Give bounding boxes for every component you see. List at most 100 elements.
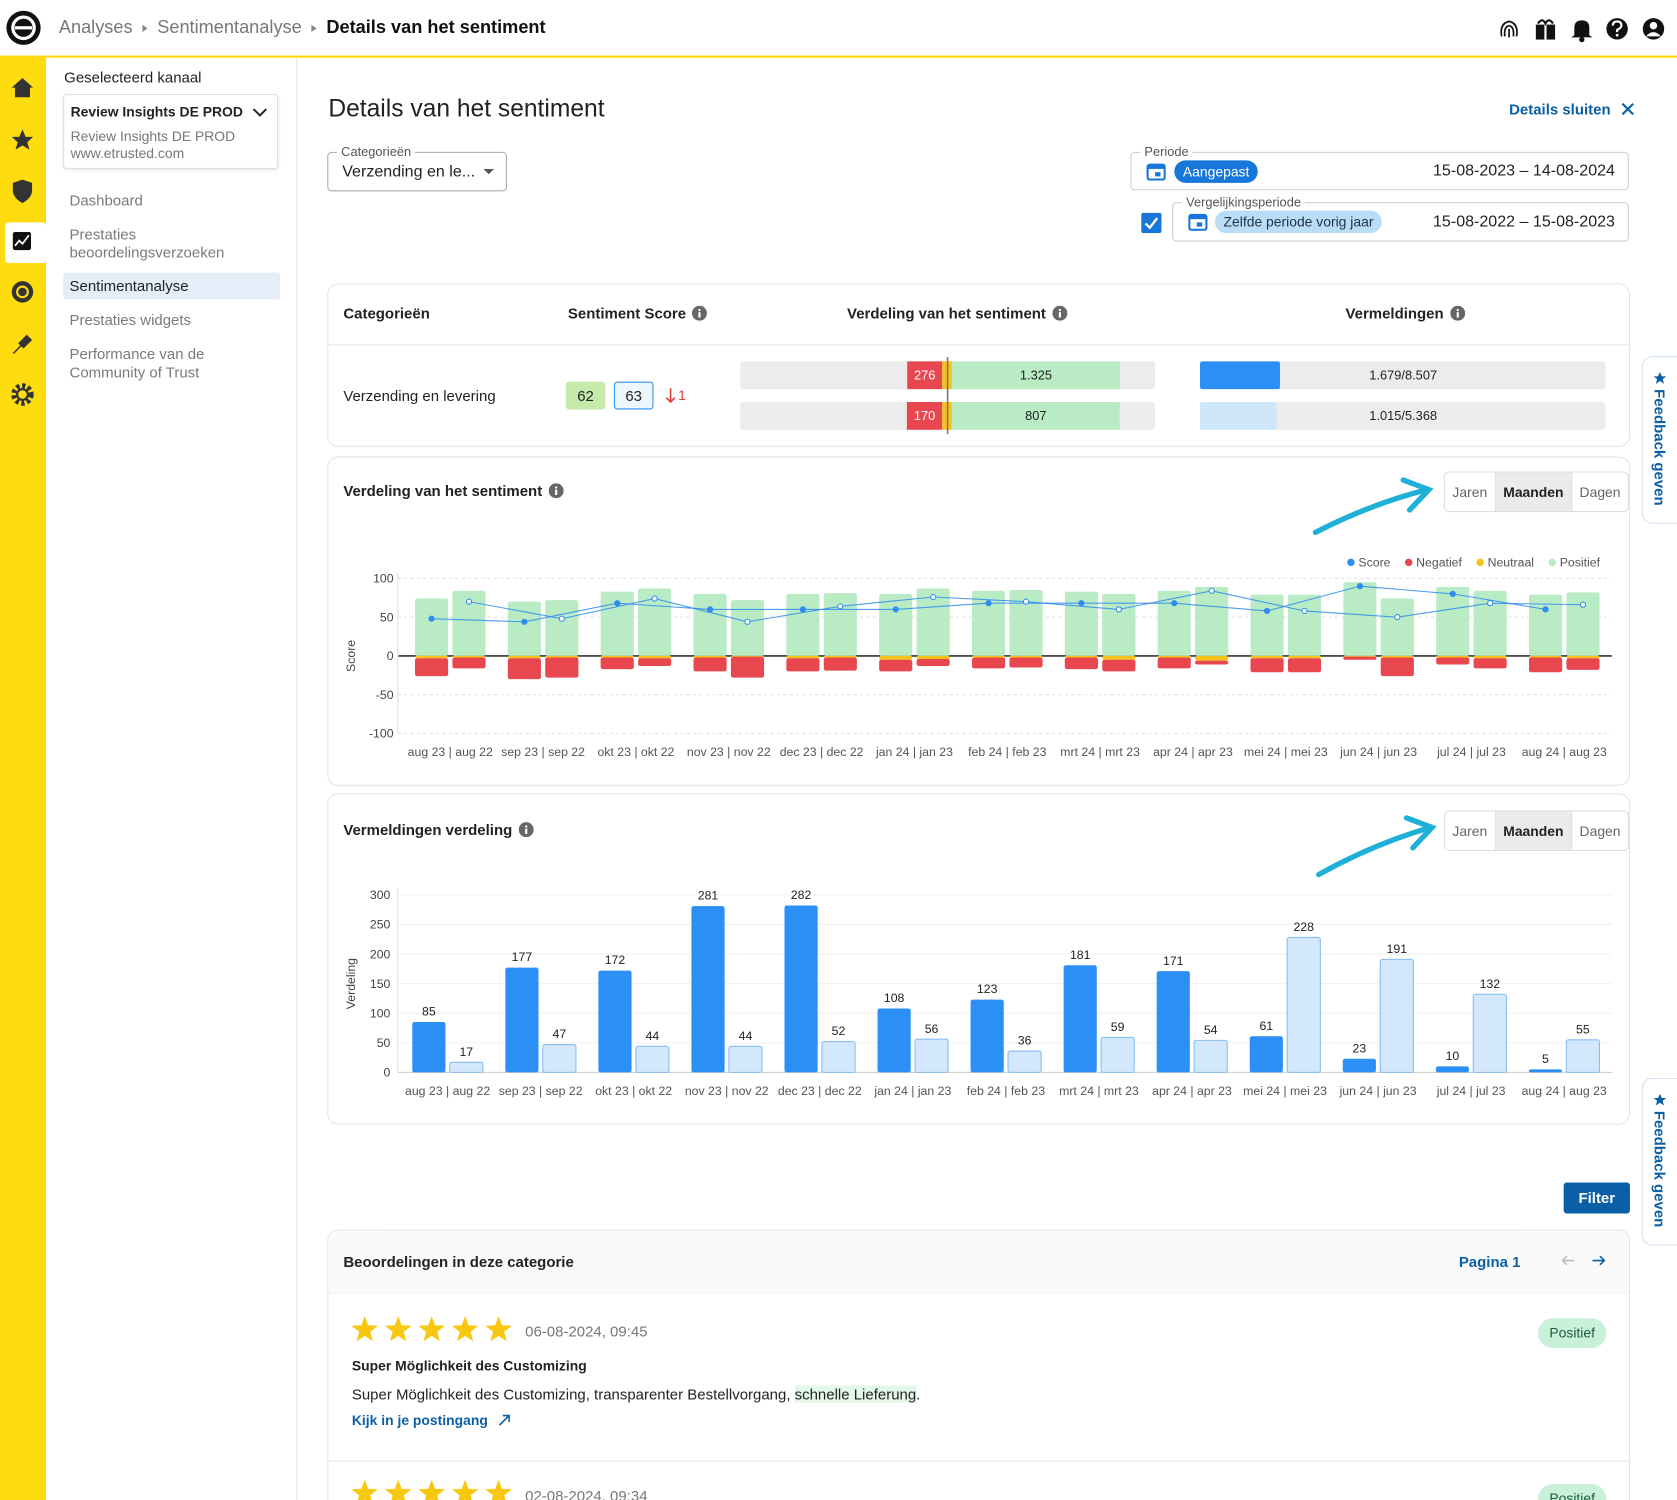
- sentiment-badge: Positief: [1537, 1318, 1607, 1349]
- page-title: Details van het sentiment: [328, 94, 605, 122]
- toggle-option[interactable]: Maanden: [1494, 811, 1571, 850]
- category-select[interactable]: Categorieën Verzending en le...: [327, 144, 507, 192]
- period-range: 15-08-2023 – 14-08-2024: [1433, 161, 1615, 180]
- chart-title: Verdeling van het sentiment: [343, 482, 564, 500]
- info-icon[interactable]: [548, 483, 564, 499]
- comparison-score-chip: 63: [613, 381, 654, 410]
- reviews-card: [327, 1229, 1630, 1500]
- comparison-checkbox[interactable]: [1141, 212, 1162, 234]
- star-icon: [1653, 1093, 1667, 1106]
- nav-item[interactable]: Sentimentanalyse: [63, 272, 281, 300]
- review-title: Super Möglichkeit des Customizing: [351, 1357, 587, 1374]
- channel-name: Review Insights DE PROD: [70, 103, 243, 120]
- chart-title: Vermeldingen verdeling: [343, 821, 534, 839]
- toggle-option[interactable]: Jaren: [1452, 822, 1488, 839]
- calendar-icon: [1146, 163, 1166, 181]
- text: Super Möglichkeit des Customizing, trans…: [351, 1385, 795, 1403]
- feedback-text: Feedback geven: [1651, 1110, 1669, 1228]
- field-label: Vergelijkingsperiode: [1181, 194, 1306, 210]
- logo[interactable]: [5, 10, 41, 46]
- check-mark: [1144, 217, 1159, 230]
- top-bar: Analyses Sentimentanalyse Details van he…: [0, 0, 1677, 58]
- column-header: Categorieën: [343, 305, 430, 322]
- change-value: 1: [678, 387, 686, 404]
- column-header: Sentiment Score: [568, 305, 708, 322]
- close-text: Details sluiten: [1509, 100, 1611, 118]
- feedback-text: Feedback geven: [1651, 389, 1669, 506]
- review-link[interactable]: Kijk in je postingang: [351, 1412, 511, 1429]
- nav-item[interactable]: Prestaties beoordelingsverzoeken: [69, 225, 225, 261]
- review-date: 06-08-2024, 09:45: [525, 1322, 648, 1340]
- close-icon: [1621, 102, 1634, 116]
- comparison-range: 15-08-2022 – 15-08-2023: [1433, 212, 1615, 231]
- comparison-field[interactable]: Vergelijkingsperiode Zelfde periode vori…: [1172, 194, 1629, 242]
- feedback-tab[interactable]: Feedback geven: [1641, 1077, 1677, 1246]
- sentiment-chart-card: [327, 456, 1630, 786]
- chart-title-text: Verdeling van het sentiment: [343, 482, 543, 500]
- period-toggle: Jaren Maanden Dagen: [1443, 810, 1630, 852]
- comparison-chip: Zelfde periode vorig jaar: [1214, 210, 1383, 234]
- nav-item[interactable]: Prestaties widgets: [69, 311, 192, 329]
- chart-title-text: Vermeldingen verdeling: [343, 821, 513, 839]
- divider: [328, 344, 1629, 346]
- breadcrumb-item[interactable]: Analyses: [58, 17, 133, 38]
- separator: [311, 24, 317, 32]
- category-name: Verzending en levering: [343, 387, 496, 405]
- separator: [142, 24, 148, 32]
- column-header: Verdeling van het sentiment: [847, 305, 1068, 322]
- column-header: Vermeldingen: [1345, 304, 1466, 322]
- calendar-icon: [1188, 213, 1208, 231]
- text: .: [916, 1385, 921, 1403]
- feedback-tab[interactable]: Feedback geven: [1641, 356, 1677, 524]
- field-label: Periode: [1140, 144, 1193, 160]
- period-chip: Aangepast: [1174, 160, 1258, 183]
- period-field[interactable]: Periode Aangepast 15-08-2023 – 14-08-202…: [1130, 144, 1629, 191]
- divider: [328, 1460, 1629, 1462]
- close-link[interactable]: Details sluiten: [1509, 100, 1634, 118]
- nav-item[interactable]: Dashboard: [69, 191, 143, 209]
- highlight: schnelle Lieferung: [794, 1385, 917, 1403]
- breadcrumb-current: Details van het sentiment: [326, 17, 546, 38]
- filter-button[interactable]: Filter: [1563, 1182, 1630, 1214]
- mentions-chart-card: [327, 793, 1630, 1125]
- review-text: Super Möglichkeit des Customizing, trans…: [351, 1385, 921, 1403]
- page-indicator: Pagina 1: [1458, 1253, 1521, 1271]
- toggle-option[interactable]: Jaren: [1452, 483, 1488, 500]
- toggle-option[interactable]: Dagen: [1570, 472, 1628, 512]
- pager[interactable]: [1560, 1253, 1608, 1268]
- reviews-header: [328, 1230, 1629, 1294]
- info-icon[interactable]: [1052, 305, 1068, 321]
- info-icon[interactable]: [692, 305, 708, 321]
- down-arrow: [665, 387, 676, 403]
- external-icon: [499, 1414, 511, 1426]
- side-rail: [0, 57, 46, 1500]
- channel-label: Geselecteerd kanaal: [64, 68, 202, 86]
- toggle-option[interactable]: Dagen: [1570, 811, 1628, 850]
- toggle-option[interactable]: Maanden: [1494, 472, 1571, 512]
- nav-item[interactable]: Performance van de Community of Trust: [69, 345, 205, 381]
- category-value: Verzending en le...: [342, 162, 476, 181]
- star-icon: [1653, 372, 1667, 384]
- chevron: [252, 108, 267, 117]
- field-label: Categorieën: [336, 144, 416, 160]
- info-icon[interactable]: [1450, 305, 1466, 321]
- score-change: 1: [665, 387, 686, 403]
- reviews-title: Beoordelingen in deze categorie: [343, 1253, 574, 1271]
- score-chip: 62: [565, 381, 606, 410]
- sentiment-badge: Positief: [1537, 1483, 1607, 1500]
- info-icon[interactable]: [518, 822, 534, 838]
- header-text: Vermeldingen: [1345, 304, 1444, 322]
- channel-select[interactable]: Review Insights DE PROD Review Insights …: [63, 94, 279, 169]
- link-text: Kijk in je postingang: [351, 1412, 488, 1429]
- caret: [483, 168, 495, 175]
- header-text: Categorieën: [343, 304, 430, 322]
- breadcrumb: Analyses Sentimentanalyse Details van he…: [59, 17, 546, 38]
- breadcrumb-item[interactable]: Sentimentanalyse: [157, 17, 302, 38]
- header-icons[interactable]: [1495, 15, 1666, 43]
- rail-icons[interactable]: [0, 58, 46, 422]
- period-toggle: Jaren Maanden Dagen: [1443, 471, 1630, 513]
- channel-account: Review Insights DE PROD: [70, 128, 236, 145]
- channel-domain: www.etrusted.com: [70, 145, 185, 162]
